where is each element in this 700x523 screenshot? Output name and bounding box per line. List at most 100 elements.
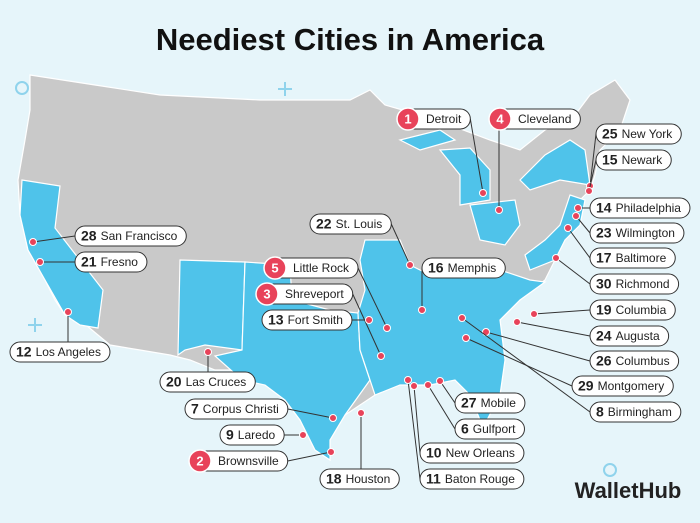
city-label: 12 Los Angeles [9, 308, 111, 363]
city-label: 14 Philadelphia [574, 197, 691, 219]
city-dot [482, 328, 490, 336]
city-dot [564, 224, 572, 232]
city-dot [418, 306, 426, 314]
city-label: 28 San Francisco [29, 225, 187, 247]
city-dot [530, 310, 538, 318]
city-dot [410, 382, 418, 390]
label-pill [261, 309, 353, 331]
rank: 5 [271, 260, 278, 275]
city-name: Brownsville [218, 454, 279, 468]
rank: 13 [268, 312, 284, 328]
rank-badge [263, 256, 287, 280]
label-pill [319, 468, 400, 490]
leader-line [588, 159, 597, 192]
city-label: 23 Wilmington [572, 212, 685, 244]
city-dot [327, 448, 335, 456]
label-pill [454, 418, 525, 440]
city-name: Baton Rouge [445, 472, 515, 486]
city-label: 24 Augusta [513, 318, 670, 347]
city-label: 17 Baltimore [564, 224, 676, 269]
rank: 1 [404, 111, 411, 126]
label-pill [184, 398, 289, 420]
rank: 7 [191, 401, 199, 417]
city-label: 15 Newark [585, 149, 672, 195]
label-pill [419, 468, 525, 490]
leader-line [352, 293, 382, 357]
label-pill [589, 247, 676, 269]
rank: 20 [166, 374, 182, 390]
rank: 28 [81, 228, 97, 244]
city-dot [357, 409, 365, 417]
city-label: 19 Columbia [530, 299, 676, 321]
city-dot [552, 254, 560, 262]
rank: 2 [196, 453, 203, 468]
rank-badge [188, 449, 212, 473]
city-name: Columbus [616, 354, 670, 368]
city-dot [406, 261, 414, 269]
rank: 3 [263, 286, 270, 301]
leader-line [567, 227, 591, 259]
city-label: 16 Memphis [418, 257, 506, 314]
label-pill [9, 341, 111, 363]
rank: 17 [596, 250, 612, 266]
leader-line [32, 235, 76, 243]
label-pill [309, 213, 392, 235]
city-label: 2 Brownsville [188, 448, 335, 473]
city-name: Laredo [238, 428, 276, 442]
rank: 10 [426, 445, 442, 461]
city-dot [404, 376, 412, 384]
city-label: 3 Shreveport [255, 282, 385, 360]
leader-line [589, 133, 597, 187]
city-name: Houston [346, 472, 391, 486]
city-label: 13 Fort Smith [261, 309, 373, 331]
rank: 15 [602, 152, 618, 168]
city-name: Newark [622, 153, 664, 167]
rank: 11 [426, 471, 441, 487]
city-name: Memphis [448, 261, 497, 275]
city-dot [64, 308, 72, 316]
label-pill [589, 350, 680, 372]
city-dot [585, 187, 593, 195]
city-dot [424, 381, 432, 389]
city-name: Montgomery [598, 379, 665, 393]
city-name: St. Louis [336, 217, 383, 231]
city-name: Philadelphia [616, 201, 682, 215]
rank: 25 [602, 126, 618, 142]
label-pill [589, 222, 685, 244]
rank: 21 [81, 254, 97, 270]
city-name: Gulfport [473, 422, 516, 436]
rank-badge [396, 107, 420, 131]
city-label: 21 Fresno [36, 251, 148, 273]
city-dot [329, 414, 337, 422]
label-pill [595, 123, 682, 145]
leader-line [485, 331, 591, 362]
leader-line [465, 337, 573, 387]
leader-line [407, 379, 421, 480]
rank: 9 [226, 427, 234, 443]
leader-line [390, 223, 411, 266]
city-name: Little Rock [293, 261, 350, 275]
city-label: 30 Richmond [552, 254, 680, 295]
city-dot [479, 189, 487, 197]
rank: 22 [316, 216, 332, 232]
city-label: 20 Las Cruces [159, 348, 256, 393]
city-dot [495, 206, 503, 214]
label-pill [589, 325, 670, 347]
leader-line [555, 257, 591, 285]
city-dot [299, 431, 307, 439]
label-pill [74, 251, 148, 273]
city-name: Detroit [426, 112, 462, 126]
city-name: Columbia [616, 303, 667, 317]
rank: 26 [596, 353, 612, 369]
label-pill [454, 392, 526, 414]
label-pill [421, 257, 506, 279]
rank: 27 [461, 395, 477, 411]
rank: 12 [16, 344, 32, 360]
rank: 8 [596, 404, 604, 420]
city-label: 26 Columbus [482, 328, 680, 372]
label-pill [595, 149, 672, 171]
rank: 16 [428, 260, 444, 276]
city-dot [365, 316, 373, 324]
city-name: Los Angeles [36, 345, 101, 359]
